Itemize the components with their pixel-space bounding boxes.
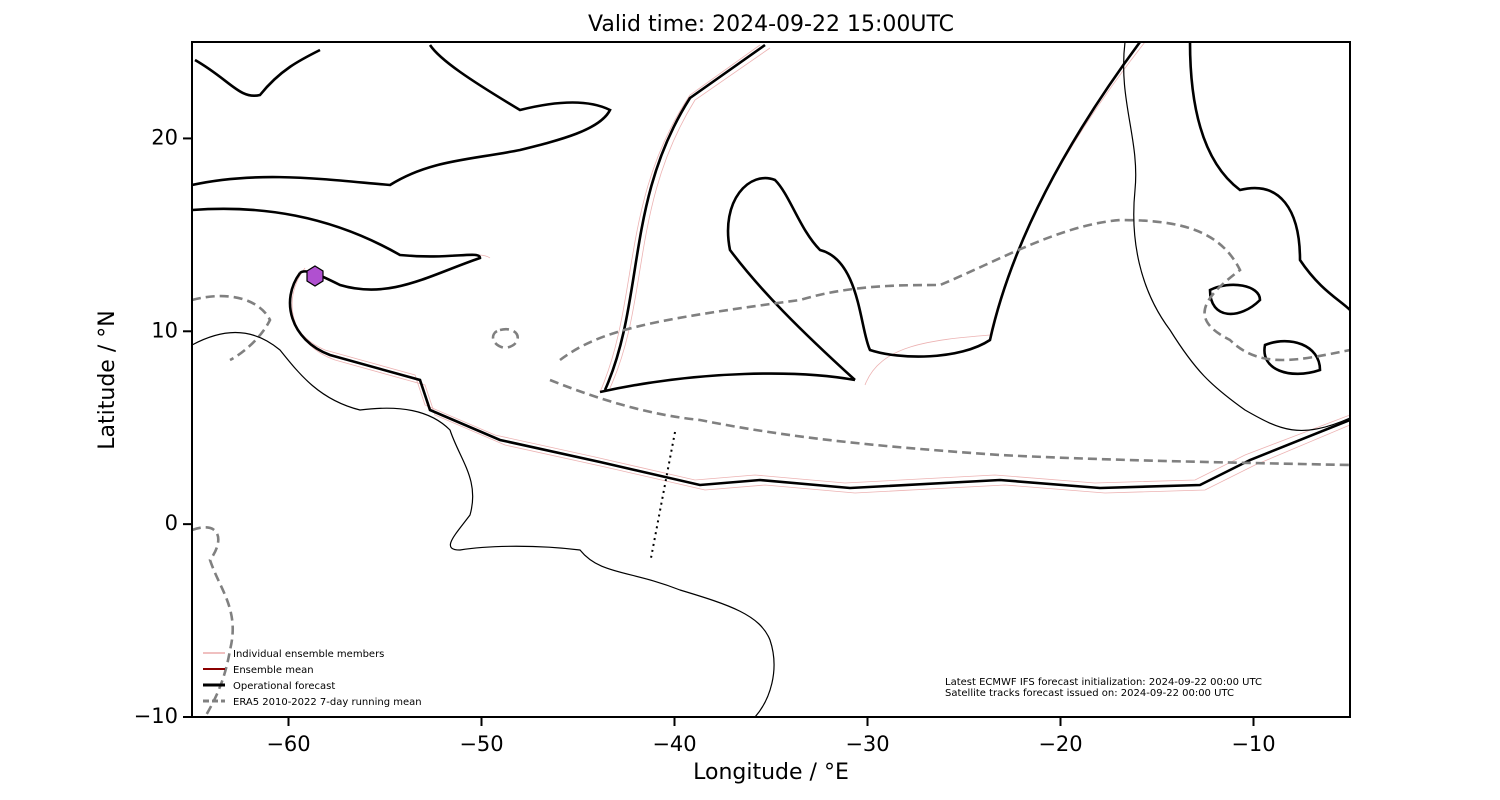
coastline [192,42,1350,717]
legend-label: ERA5 2010-2022 7-day running mean [233,697,422,708]
legend-label: Individual ensemble members [233,649,384,660]
y-tick-label: 20 [151,125,178,149]
legend-label: Operational forecast [233,681,335,692]
x-tick-label: −50 [459,732,503,756]
ensemble-members [192,42,1350,494]
x-tick-label: −10 [1231,732,1275,756]
operational-forecast [192,42,1350,490]
satellite-track [650,431,676,559]
legend: Individual ensemble members Ensemble mea… [203,649,422,708]
x-tick-label: −60 [266,732,310,756]
y-tick-label: 0 [165,511,178,535]
x-axis-label: Longitude / °E [693,760,849,785]
y-axis-label: Latitude / °N [95,310,120,449]
x-tick-label: −40 [652,732,696,756]
legend-label: Ensemble mean [233,665,314,676]
ensemble-mean [289,272,1350,489]
annotation: Satellite tracks forecast issued on: 202… [945,688,1234,699]
marker [306,265,324,287]
y-tick-label: 10 [151,318,178,342]
plot-frame [191,41,1351,718]
annotation: Latest ECMWF IFS forecast initialization… [945,677,1262,688]
x-tick-label: −30 [845,732,889,756]
chart-title: Valid time: 2024-09-22 15:00UTC [588,12,954,37]
x-tick-label: −20 [1038,732,1082,756]
map-layer [192,42,1350,717]
y-tick-label: −10 [134,704,178,728]
